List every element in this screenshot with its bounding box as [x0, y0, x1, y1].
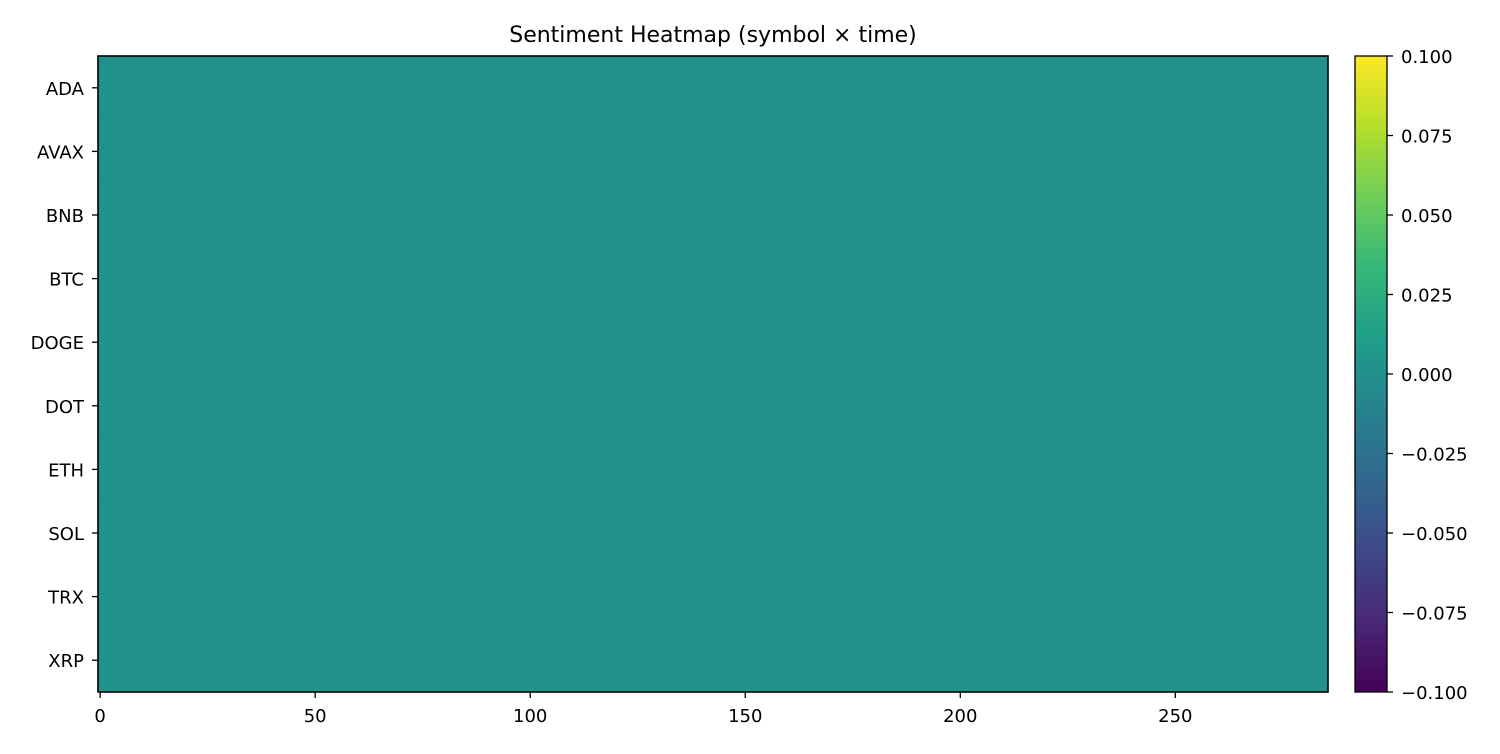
x-axis: 0 50 100 150 200 250 — [94, 692, 1193, 727]
x-tick-label: 0 — [94, 706, 105, 727]
heatmap-row-trx — [98, 564, 1328, 629]
y-tick-label: ETH — [48, 460, 84, 481]
colorbar-tick-label: −0.050 — [1401, 524, 1468, 545]
colorbar-tick-label: −0.100 — [1401, 683, 1468, 704]
colorbar-tick-label: 0.000 — [1401, 365, 1453, 386]
colorbar: 0.100 0.075 0.050 0.025 0.000 −0.025 −0.050 −0.… — [1354, 47, 1468, 704]
colorbar-tick-label: −0.075 — [1401, 604, 1468, 625]
x-tick-label: 50 — [304, 706, 327, 727]
heatmap-area — [97, 55, 1329, 693]
y-tick-label: DOGE — [31, 333, 84, 354]
y-tick-label: AVAX — [37, 142, 84, 163]
y-tick-label: TRX — [47, 588, 84, 609]
heatmap-row-bnb — [98, 183, 1328, 248]
heatmap-row-sol — [98, 501, 1328, 566]
y-tick-label: ADA — [46, 79, 85, 100]
plot-frame — [97, 55, 1329, 693]
heatmap-row-ada — [98, 56, 1328, 121]
heatmap-row-dot — [98, 374, 1328, 439]
heatmap-row-eth — [98, 437, 1328, 502]
y-axis: ADA AVAX BNB BTC DOGE DOT ETH SOL TRX XRP — [31, 79, 98, 672]
colorbar-tick-label: 0.100 — [1401, 47, 1453, 68]
x-tick-label: 250 — [1158, 706, 1192, 727]
y-tick-label: BTC — [49, 270, 84, 291]
y-tick-label: SOL — [48, 524, 84, 545]
heatmap-row-btc — [98, 246, 1328, 311]
x-tick-label: 200 — [943, 706, 977, 727]
y-tick-label: BNB — [46, 206, 84, 227]
heatmap-row-xrp — [98, 628, 1328, 693]
heatmap-row-avax — [98, 119, 1328, 184]
colorbar-tick-label: 0.025 — [1401, 286, 1453, 307]
y-tick-label: DOT — [45, 397, 85, 418]
y-tick-label: XRP — [48, 651, 84, 672]
chart-title: Sentiment Heatmap (symbol × time) — [509, 23, 917, 48]
x-tick-label: 100 — [513, 706, 547, 727]
colorbar-tick-label: −0.025 — [1401, 445, 1468, 466]
colorbar-fill — [1355, 56, 1387, 692]
x-tick-label: 150 — [728, 706, 762, 727]
colorbar-tick-label: 0.050 — [1401, 206, 1453, 227]
colorbar-tick-label: 0.075 — [1401, 127, 1453, 148]
heatmap-row-doge — [98, 310, 1328, 375]
